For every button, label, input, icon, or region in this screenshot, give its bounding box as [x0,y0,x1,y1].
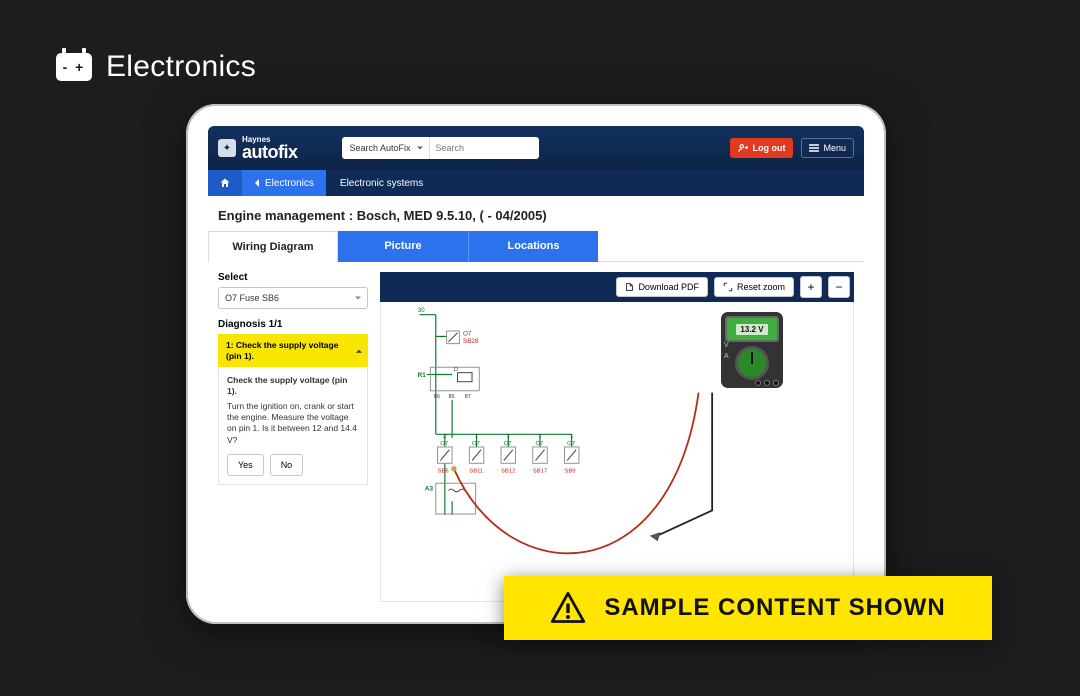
diagnosis-title: Diagnosis 1/1 [218,319,368,330]
home-icon [219,177,231,189]
sample-content-banner: SAMPLE CONTENT SHOWN [504,576,992,640]
app-screen: ✦ Haynes autofix Search AutoFix Log out … [208,126,864,602]
svg-text:1: 1 [538,434,541,440]
sample-banner-text: SAMPLE CONTENT SHOWN [604,594,945,622]
svg-text:2: 2 [443,434,446,440]
svg-text:O7: O7 [504,441,512,447]
svg-text:SB17: SB17 [533,468,547,474]
search-scope-select[interactable]: Search AutoFix [342,137,429,159]
breadcrumb: Electronics Electronic systems [208,170,864,196]
reset-zoom-button[interactable]: Reset zoom [714,277,794,297]
download-icon [625,282,634,292]
svg-text:O7: O7 [567,441,575,447]
svg-text:1: 1 [570,434,573,440]
diagnosis-step-body: Check the supply voltage (pin 1). Turn t… [218,367,368,485]
component-select[interactable]: O7 Fuse SB6 [218,287,368,309]
select-label: Select [218,272,368,283]
svg-text:SB12: SB12 [501,468,515,474]
svg-text:O7: O7 [535,441,543,447]
brand[interactable]: ✦ Haynes autofix [218,136,298,159]
reset-icon [723,282,733,292]
svg-text:1: 1 [506,434,509,440]
breadcrumb-current: Electronic systems [326,170,437,196]
tab-locations[interactable]: Locations [468,231,598,262]
diagnosis-step-text: Turn the ignition on, crank or start the… [227,401,359,447]
svg-text:SB11: SB11 [469,468,483,474]
breadcrumb-home[interactable] [208,170,242,196]
zoom-in-button[interactable]: + [800,276,822,298]
breadcrumb-back[interactable]: Electronics [242,170,326,196]
menu-label: Menu [823,143,846,153]
component-select-value: O7 Fuse SB6 [225,293,279,303]
diagram-panel: Download PDF Reset zoom + − [380,272,854,602]
svg-text:SB9: SB9 [564,468,575,474]
download-pdf-button[interactable]: Download PDF [616,277,708,297]
svg-text:O7: O7 [440,441,448,447]
diagram-toolbar: Download PDF Reset zoom + − [380,272,854,302]
wiring-diagram[interactable]: 30 O7 SB28 R1 D 86 85 [380,302,854,602]
svg-text:R1: R1 [418,372,427,379]
svg-text:87: 87 [465,394,471,400]
zoom-out-button[interactable]: − [828,276,850,298]
svg-text:85: 85 [448,394,454,400]
svg-text:86: 86 [434,394,440,400]
brand-line2: autofix [242,144,298,160]
search: Search AutoFix [342,137,539,159]
svg-text:O7: O7 [472,441,480,447]
brand-icon: ✦ [218,139,236,157]
side-panel: Select O7 Fuse SB6 Diagnosis 1/1 1: Chec… [218,272,368,602]
svg-text:SB6: SB6 [438,468,450,474]
tablet-frame: ✦ Haynes autofix Search AutoFix Log out … [186,104,886,624]
search-input[interactable] [429,137,539,159]
tab-picture[interactable]: Picture [338,231,468,262]
breadcrumb-back-label: Electronics [265,178,314,189]
battery-icon: - + [56,53,92,81]
diagram-label-30: 30 [418,307,426,314]
svg-text:1: 1 [475,434,478,440]
answer-no-button[interactable]: No [270,454,304,476]
app-bar: ✦ Haynes autofix Search AutoFix Log out … [208,126,864,170]
menu-button[interactable]: Menu [801,138,854,158]
warning-icon [550,590,586,626]
answer-yes-button[interactable]: Yes [227,454,264,476]
svg-text:D: D [454,367,458,373]
diagnosis-step-header[interactable]: 1: Check the supply voltage (pin 1). [218,334,368,367]
content: Engine management : Bosch, MED 9.5.10, (… [208,196,864,602]
logout-button[interactable]: Log out [730,138,793,158]
multimeter: 13.2 V VA [721,312,783,388]
logout-label: Log out [752,143,785,153]
diagnosis-step-title: Check the supply voltage (pin 1). [227,375,359,396]
page-title: Engine management : Bosch, MED 9.5.10, (… [208,196,864,231]
tab-wiring-diagram[interactable]: Wiring Diagram [208,231,338,262]
svg-text:O7: O7 [463,331,472,338]
search-scope-value: Search AutoFix [350,143,411,153]
category-label: Electronics [106,50,256,84]
svg-text:SB28: SB28 [463,338,479,345]
tabs: Wiring Diagram Picture Locations [208,231,864,262]
category-badge: - + Electronics [56,50,256,84]
svg-text:A3: A3 [425,485,434,492]
chevron-left-icon [254,179,260,187]
multimeter-reading: 13.2 V [736,324,767,335]
